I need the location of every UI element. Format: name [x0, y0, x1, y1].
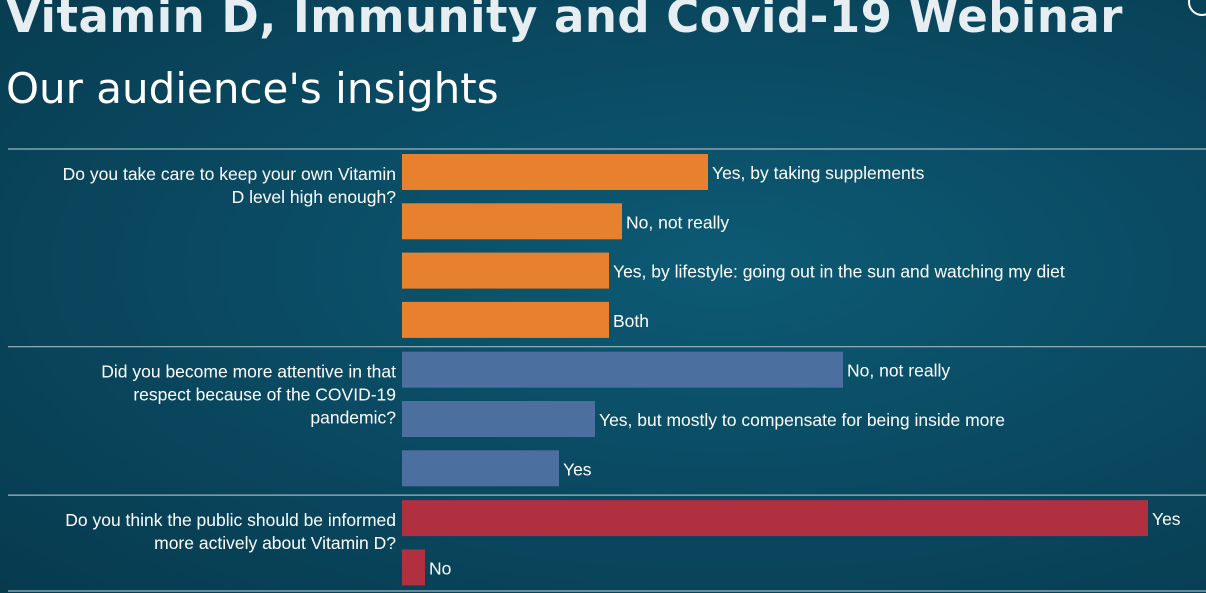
question-label: respect because of the COVID-19 — [133, 385, 396, 405]
bar-label: Yes — [1152, 509, 1181, 529]
question-label: D level high enough? — [232, 187, 397, 207]
bar-label: No — [429, 558, 451, 578]
question-label: Do you take care to keep your own Vitami… — [63, 164, 396, 184]
corner-circle-icon — [1188, 0, 1206, 16]
bar-label: Yes — [563, 459, 592, 479]
bar-label: Both — [613, 311, 649, 331]
bar-label: Yes, by taking supplements — [712, 163, 925, 183]
question-label: Did you become more attentive in that — [101, 362, 396, 382]
bar — [402, 401, 595, 437]
bar-label: No, not really — [847, 361, 950, 381]
page-subtitle: Our audience's insights — [6, 64, 499, 113]
bar — [402, 154, 708, 190]
bar-label: No, not really — [626, 212, 729, 232]
bar — [402, 203, 622, 240]
webinar-title: Vitamin D, Immunity and Covid-19 Webinar — [6, 0, 1123, 43]
question-label: pandemic? — [310, 408, 396, 428]
bar — [402, 549, 425, 586]
bar — [402, 500, 1148, 537]
bar — [402, 252, 609, 289]
bar-label: Yes, but mostly to compensate for being … — [599, 410, 1005, 430]
bar-label: Yes, by lifestyle: going out in the sun … — [613, 262, 1065, 282]
question-label: Do you think the public should be inform… — [65, 510, 396, 530]
bar — [402, 351, 843, 388]
bar — [402, 450, 559, 487]
bar — [402, 301, 609, 338]
question-label: more actively about Vitamin D? — [154, 533, 396, 553]
